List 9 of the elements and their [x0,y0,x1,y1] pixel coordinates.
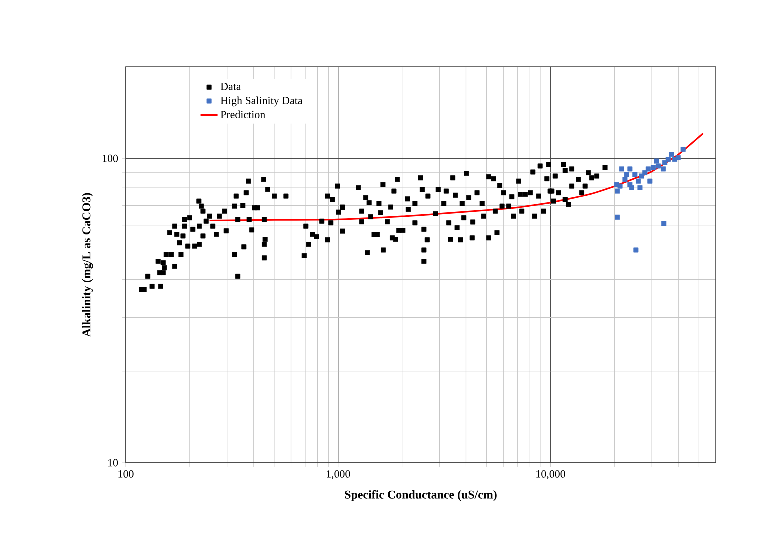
x-tick-label: 100 [118,470,134,478]
legend-label: High Salinity Data [220,96,303,107]
legend-label: Data [220,83,242,90]
y-axis-title: Alkalinity (mg/L as CaCO3) [82,193,94,338]
y-tick-label: 10 [108,459,118,467]
x-tick-label: 1,000 [327,470,350,480]
x-tick-label: 10,000 [536,470,566,480]
x-axis-title: Specific Conductance (uS/cm) [345,490,497,502]
legend-label: Prediction [220,110,266,118]
